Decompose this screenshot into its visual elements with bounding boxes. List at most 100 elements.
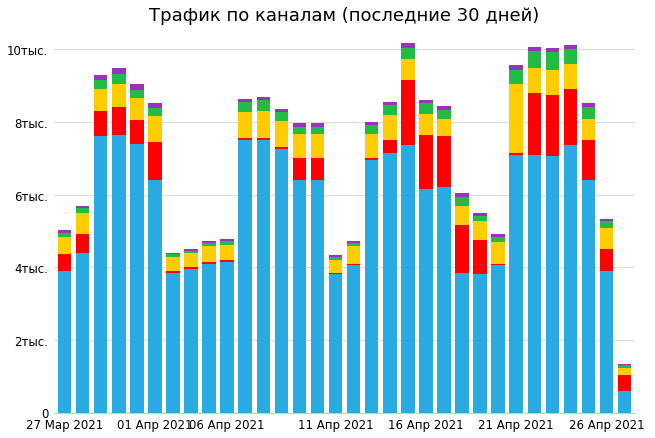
Bar — [618, 365, 631, 368]
Bar — [238, 113, 252, 139]
Bar — [510, 155, 523, 413]
Bar — [112, 135, 126, 413]
Bar — [365, 161, 379, 413]
Bar — [383, 116, 396, 141]
Bar — [112, 108, 126, 135]
Bar — [401, 44, 415, 49]
Bar — [220, 262, 234, 413]
Bar — [437, 107, 451, 110]
Bar — [437, 120, 451, 137]
Bar — [419, 101, 433, 104]
Bar — [310, 180, 324, 413]
Bar — [455, 273, 469, 413]
Bar — [383, 141, 396, 153]
Bar — [527, 52, 541, 69]
Bar — [347, 266, 360, 413]
Bar — [112, 69, 126, 75]
Bar — [76, 235, 90, 253]
Bar — [202, 244, 216, 247]
Bar — [618, 364, 631, 365]
Bar — [474, 216, 487, 222]
Bar — [238, 102, 252, 113]
Bar — [474, 222, 487, 240]
Bar — [58, 230, 71, 233]
Bar — [112, 75, 126, 85]
Bar — [564, 90, 577, 146]
Bar — [455, 207, 469, 226]
Bar — [148, 109, 162, 117]
Bar — [419, 104, 433, 115]
Bar — [437, 188, 451, 413]
Bar — [184, 269, 198, 413]
Bar — [130, 90, 143, 99]
Bar — [257, 98, 270, 101]
Bar — [293, 134, 307, 159]
Bar — [564, 146, 577, 413]
Bar — [383, 106, 396, 116]
Bar — [130, 85, 143, 90]
Bar — [94, 112, 107, 137]
Bar — [310, 159, 324, 180]
Bar — [491, 266, 505, 413]
Bar — [419, 190, 433, 413]
Bar — [293, 180, 307, 413]
Bar — [474, 275, 487, 413]
Bar — [274, 113, 288, 122]
Bar — [76, 213, 90, 235]
Bar — [365, 159, 379, 161]
Bar — [510, 66, 523, 71]
Bar — [383, 153, 396, 413]
Bar — [347, 243, 360, 247]
Bar — [455, 197, 469, 207]
Bar — [238, 99, 252, 102]
Bar — [510, 71, 523, 85]
Bar — [347, 247, 360, 264]
Bar — [437, 110, 451, 120]
Bar — [293, 159, 307, 180]
Bar — [76, 209, 90, 213]
Bar — [274, 122, 288, 148]
Bar — [365, 134, 379, 159]
Bar — [347, 264, 360, 266]
Bar — [329, 255, 343, 257]
Bar — [220, 240, 234, 242]
Bar — [257, 141, 270, 413]
Bar — [582, 104, 595, 107]
Bar — [491, 238, 505, 243]
Bar — [600, 271, 613, 413]
Bar — [202, 264, 216, 413]
Bar — [618, 392, 631, 413]
Bar — [401, 49, 415, 60]
Bar — [166, 258, 179, 271]
Bar — [257, 101, 270, 111]
Bar — [94, 90, 107, 112]
Bar — [76, 206, 90, 209]
Bar — [94, 76, 107, 81]
Bar — [112, 85, 126, 108]
Bar — [600, 250, 613, 271]
Bar — [546, 49, 559, 53]
Bar — [58, 237, 71, 255]
Bar — [329, 273, 343, 275]
Bar — [600, 222, 613, 229]
Bar — [455, 226, 469, 273]
Bar — [546, 53, 559, 71]
Bar — [166, 273, 179, 413]
Bar — [238, 141, 252, 413]
Bar — [527, 69, 541, 94]
Bar — [564, 50, 577, 65]
Bar — [293, 127, 307, 134]
Bar — [527, 155, 541, 413]
Bar — [564, 46, 577, 50]
Bar — [202, 247, 216, 262]
Bar — [148, 180, 162, 413]
Bar — [474, 213, 487, 216]
Bar — [94, 137, 107, 413]
Bar — [582, 120, 595, 141]
Bar — [148, 117, 162, 142]
Bar — [166, 271, 179, 273]
Bar — [274, 150, 288, 413]
Bar — [184, 268, 198, 269]
Bar — [58, 255, 71, 271]
Bar — [184, 251, 198, 254]
